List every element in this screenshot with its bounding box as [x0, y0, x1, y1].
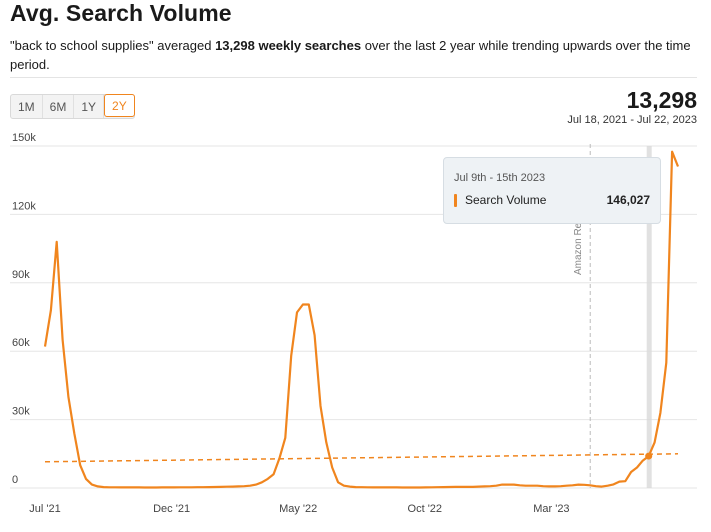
- event-annotation-label: Amazon Re... ge: [573, 200, 584, 275]
- tooltip-date: Jul 9th - 15th 2023: [454, 172, 546, 184]
- tooltip-series-label: Search Volume: [465, 193, 547, 207]
- tooltip-value: 146,027: [606, 193, 650, 207]
- y-tick-label: 60k: [12, 337, 30, 349]
- range-tab-1m[interactable]: 1M: [11, 95, 43, 118]
- y-tick-label: 90k: [12, 269, 30, 281]
- header-divider: [10, 77, 697, 78]
- tooltip-series-swatch: [454, 194, 457, 207]
- page-title: Avg. Search Volume: [10, 0, 232, 26]
- x-tick-label: Dec '21: [153, 503, 190, 515]
- description-highlight: 13,298 weekly searches: [215, 38, 362, 53]
- hover-highlight-band: [646, 146, 652, 488]
- range-tab-6m[interactable]: 6M: [43, 95, 75, 118]
- date-range: Jul 18, 2021 - Jul 22, 2023: [567, 114, 697, 126]
- description-text-end: over the last 2 year while trending upwa…: [10, 38, 691, 72]
- x-tick-label: Mar '23: [533, 503, 569, 515]
- y-tick-label: 0: [12, 474, 18, 486]
- range-tab-2y[interactable]: 2Y: [104, 94, 135, 117]
- y-tick-label: 30k: [12, 406, 30, 418]
- description-text-start: "back to school supplies" averaged: [10, 38, 216, 53]
- x-tick-label: Oct '22: [408, 503, 443, 515]
- x-tick-label: Jul '21: [29, 503, 60, 515]
- highlighted-data-point: [645, 452, 653, 460]
- range-tabs: 1M 6M 1Y 2Y: [10, 94, 135, 119]
- chart-tooltip: Jul 9th - 15th 2023 Search Volume 146,02…: [443, 157, 661, 224]
- y-tick-label: 120k: [12, 200, 36, 212]
- range-tab-1y[interactable]: 1Y: [74, 95, 105, 118]
- y-tick-label: 150k: [12, 132, 36, 144]
- trend-line: [44, 453, 679, 463]
- x-tick-label: May '22: [279, 503, 317, 515]
- average-value: 13,298: [626, 87, 697, 113]
- series-line-search-volume: [43, 150, 680, 489]
- summary-description: "back to school supplies" averaged 13,29…: [10, 36, 700, 74]
